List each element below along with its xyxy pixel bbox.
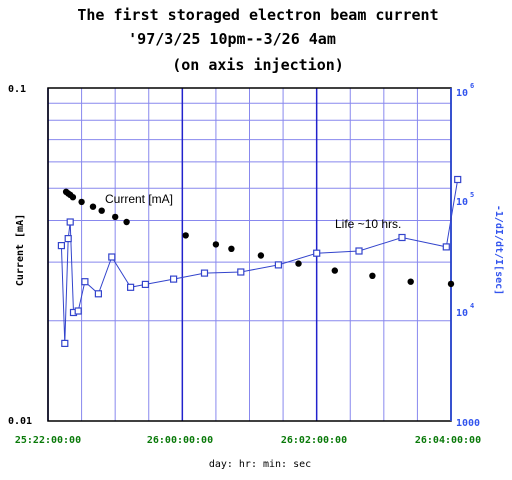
chart-title-line-3: (on axis injection) bbox=[172, 56, 344, 74]
current-point bbox=[369, 272, 376, 279]
y-left-axis-label: Current [mA] bbox=[15, 214, 26, 286]
life-point bbox=[64, 235, 72, 243]
current-point bbox=[89, 203, 97, 210]
current-point bbox=[257, 252, 265, 259]
x-tick-label-2: 26:02:00:00 bbox=[281, 435, 347, 446]
life-point bbox=[313, 249, 321, 257]
life-point bbox=[141, 280, 149, 288]
life-point bbox=[66, 218, 74, 226]
y-right-tick-1e4-exp: 4 bbox=[470, 302, 474, 310]
y-left-tick-label-top: 0.1 bbox=[8, 84, 26, 95]
current-point bbox=[78, 198, 85, 206]
life-point bbox=[61, 339, 69, 347]
life-point bbox=[274, 261, 282, 269]
life-point bbox=[454, 175, 462, 184]
chart-title-line-2: '97/3/25 10pm--3/26 4am bbox=[128, 30, 336, 48]
x-axis-label: day: hr: min: sec bbox=[209, 459, 311, 470]
y-right-axis-label: -1/dI/dt/I[sec] bbox=[493, 205, 504, 295]
current-point bbox=[228, 245, 235, 252]
x-tick-label-1: 26:00:00:00 bbox=[147, 435, 213, 446]
y-right-tick-label-1e4: 10 4 bbox=[456, 302, 474, 319]
y-right-tick-label-1e6: 10 6 bbox=[456, 82, 474, 99]
current-point bbox=[112, 213, 119, 221]
life-point bbox=[108, 253, 116, 261]
y-right-tick-1e6-exp: 6 bbox=[470, 82, 474, 90]
current-series bbox=[62, 188, 455, 288]
current-point bbox=[407, 278, 414, 285]
life-point bbox=[126, 283, 135, 291]
life-series bbox=[57, 175, 462, 347]
annotation-life: Life ~10 hrs. bbox=[335, 217, 401, 231]
current-point bbox=[295, 260, 302, 267]
x-tick-label-0: 25:22:00:00 bbox=[15, 435, 81, 446]
life-point bbox=[442, 243, 450, 251]
current-point bbox=[331, 267, 338, 274]
current-point bbox=[123, 218, 130, 226]
x-tick-label-3: 26:04:00:00 bbox=[415, 435, 481, 446]
current-point bbox=[182, 232, 189, 239]
life-point bbox=[81, 278, 89, 286]
life-point bbox=[170, 275, 178, 283]
life-point bbox=[398, 233, 406, 242]
life-point bbox=[355, 247, 363, 255]
current-point bbox=[98, 207, 105, 214]
current-point bbox=[447, 280, 455, 288]
y-right-tick-1e4-base: 10 bbox=[456, 308, 468, 319]
y-right-tick-1e6-base: 10 bbox=[456, 88, 468, 99]
current-point bbox=[69, 194, 77, 201]
life-point bbox=[94, 290, 103, 298]
life-point bbox=[57, 242, 66, 250]
y-right-tick-labels: 10 6 10 5 10 4 1000 bbox=[456, 82, 480, 429]
life-point bbox=[200, 269, 209, 277]
life-point bbox=[237, 268, 245, 276]
chart-title-line-1: The first storaged electron beam current bbox=[77, 6, 438, 24]
y-right-tick-1e5-base: 10 bbox=[456, 197, 468, 208]
y-right-tick-label-1000: 1000 bbox=[456, 418, 480, 429]
life-point bbox=[74, 307, 82, 315]
y-left-tick-label-bottom: 0.01 bbox=[8, 416, 32, 427]
y-right-tick-label-1e5: 10 5 bbox=[456, 191, 474, 208]
y-right-tick-1e5-exp: 5 bbox=[470, 191, 474, 199]
current-point bbox=[212, 241, 220, 248]
annotation-current: Current [mA] bbox=[105, 192, 173, 206]
